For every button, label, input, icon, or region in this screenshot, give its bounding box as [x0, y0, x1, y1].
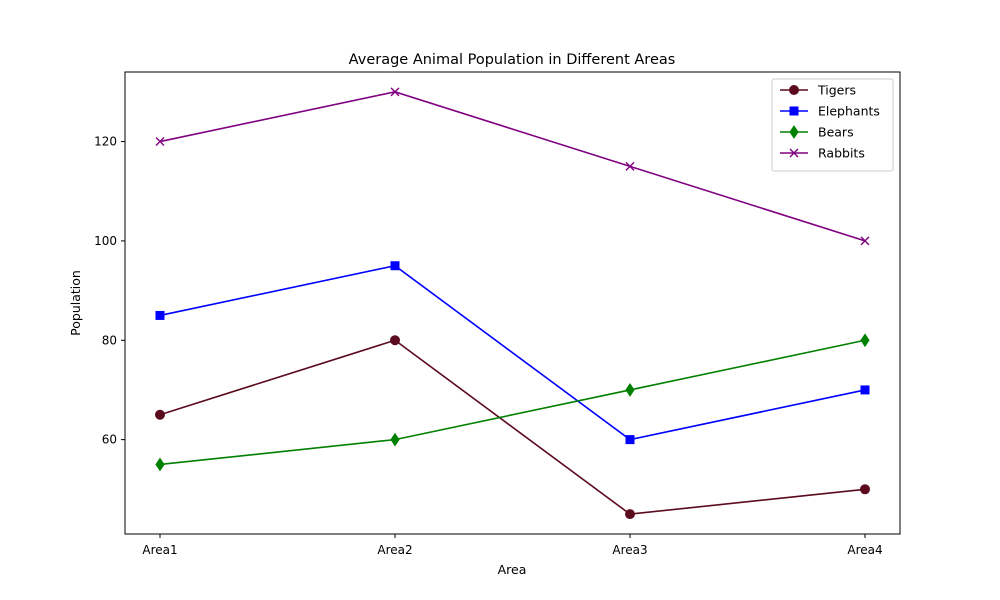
data-point-rabbits [155, 137, 165, 147]
series-rabbits [155, 87, 870, 246]
series-line-elephants [159, 264, 866, 441]
legend-box [771, 78, 894, 172]
data-point-elephants [390, 261, 400, 271]
x-tick-label: Area3 [612, 543, 647, 557]
plot-area [124, 71, 901, 535]
x-tick-label: Area2 [377, 543, 412, 557]
legend-item-rabbits: Rabbits [780, 146, 865, 161]
series-line-tigers [159, 339, 866, 515]
legend-label-tigers: Tigers [817, 83, 856, 98]
legend-marker-bears [789, 125, 799, 139]
x-tick-label: Area4 [847, 543, 882, 557]
series-line-rabbits [159, 91, 866, 242]
series-elephants [155, 261, 870, 445]
legend-marker-elephants [789, 106, 799, 116]
y-tick-label: 120 [94, 135, 117, 149]
legend-label-bears: Bears [818, 125, 854, 140]
data-point-tigers [860, 484, 870, 495]
y-tick-label: 60 [102, 433, 117, 447]
y-tick-label: 80 [102, 333, 117, 347]
x-axis-label: Area [498, 562, 527, 577]
data-point-bears [390, 432, 400, 447]
y-tick-label: 100 [94, 234, 117, 248]
legend: Tigers Elephants Bears Rabbits [771, 78, 894, 172]
series-layer [155, 87, 870, 520]
series-bears [155, 333, 870, 472]
data-point-elephants [625, 435, 635, 445]
legend-marker-rabbits [789, 148, 799, 158]
data-point-tigers [625, 509, 635, 520]
data-point-bears [860, 333, 870, 348]
data-point-elephants [155, 310, 165, 320]
x-tick-label: Area1 [142, 543, 177, 557]
y-axis: 60 80 100 120 [94, 135, 125, 447]
x-axis: Area1 Area2 Area3 Area4 [142, 534, 883, 557]
data-point-tigers [390, 335, 400, 346]
legend-item-bears: Bears [780, 125, 854, 140]
legend-marker-tigers [789, 85, 799, 95]
legend-item-elephants: Elephants [780, 104, 880, 119]
data-point-rabbits [860, 236, 870, 246]
series-tigers [155, 335, 870, 520]
chart-title: Average Animal Population in Different A… [349, 52, 676, 68]
data-point-rabbits [390, 87, 400, 97]
data-point-tigers [155, 409, 165, 420]
y-axis-label: Population [68, 270, 83, 336]
legend-label-elephants: Elephants [818, 104, 880, 119]
data-point-bears [625, 383, 635, 397]
series-line-bears [159, 339, 866, 466]
legend-label-rabbits: Rabbits [818, 146, 865, 161]
legend-item-tigers: Tigers [780, 83, 856, 98]
data-point-elephants [860, 385, 870, 395]
data-point-bears [155, 457, 165, 472]
data-point-rabbits [625, 161, 635, 171]
